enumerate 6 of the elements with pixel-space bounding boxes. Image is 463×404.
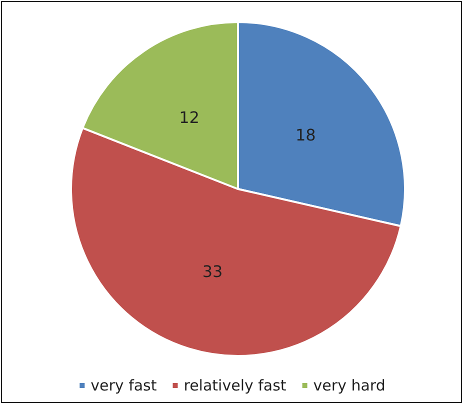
legend-label: very fast [90,376,157,394]
data-label: 33 [202,262,223,282]
data-label: 18 [295,126,316,145]
legend-label: relatively fast [184,376,286,394]
legend-label: very hard [313,376,386,394]
data-label: 12 [179,108,200,128]
